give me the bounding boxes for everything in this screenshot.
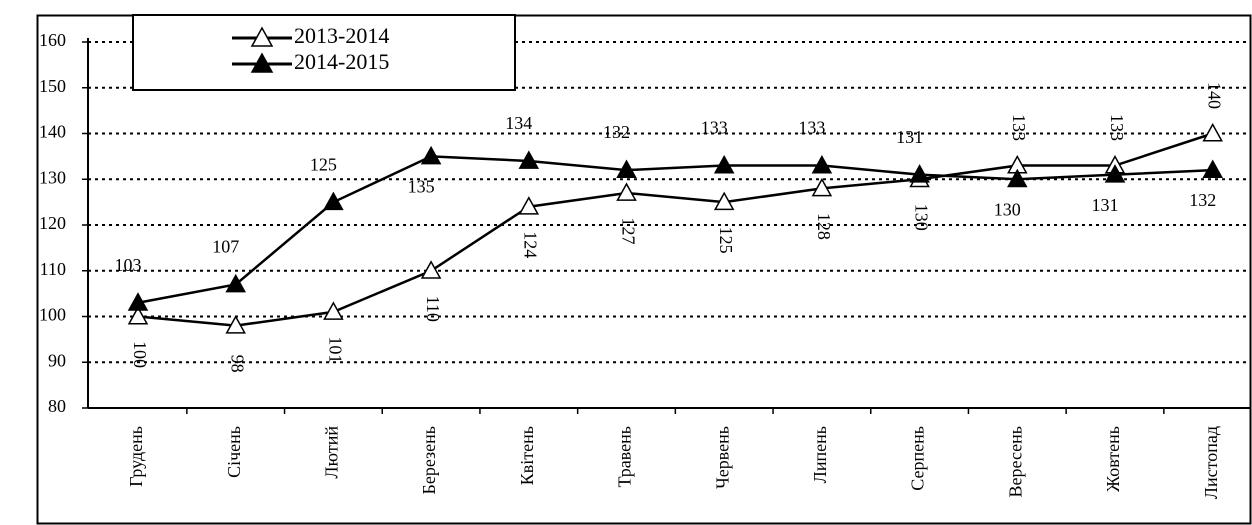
data-label: 124 [521,231,541,258]
marker [225,273,246,293]
data-label: 140 [1205,82,1225,109]
series-line [137,155,1213,305]
y-tick-label: 120 [39,213,66,233]
y-tick-label: 150 [39,76,66,96]
data-label: 101 [325,336,345,363]
legend-label: 2013-2014 [294,23,389,48]
marker [616,182,637,201]
y-tick-label: 90 [48,350,66,370]
y-tick-label: 80 [48,396,66,416]
y-tick-label: 100 [39,305,66,325]
marker [811,154,833,174]
chart-frame [36,14,1252,525]
y-tick-label: 160 [39,30,66,50]
data-label: 133 [1107,114,1127,141]
data-label: 110 [423,296,443,322]
legend-marker [250,52,274,73]
marker [811,177,833,197]
marker [518,196,540,215]
data-label: 133 [1009,114,1029,141]
series-line [137,132,1214,327]
x-tick-label: Березень [419,426,439,494]
data-label: 130 [911,204,931,231]
marker [713,154,735,174]
data-label: 125 [310,154,337,174]
marker [127,292,149,311]
marker [1007,168,1028,188]
x-tick-label: Травень [615,426,635,488]
x-tick-label: Грудень [126,426,146,487]
marker [1202,122,1223,142]
data-label: 135 [408,177,435,197]
y-tick-label: 130 [39,167,66,187]
marker [713,191,735,211]
marker [420,145,442,165]
data-label: 130 [994,199,1021,219]
legend-marker [250,26,274,47]
data-label: 131 [896,127,923,147]
x-tick-label: Липень [810,426,830,483]
data-label: 127 [618,217,638,244]
data-label: 132 [1189,190,1216,210]
data-label: 134 [505,113,532,133]
marker [518,150,540,169]
marker [420,260,442,279]
marker [323,191,344,211]
x-tick-label: Червень [712,426,732,489]
data-label: 133 [798,118,825,138]
legend-box [132,14,516,91]
data-label: 132 [603,122,630,142]
y-tick-label: 140 [39,122,66,142]
x-tick-label: Листопад [1201,426,1221,499]
marker [1104,164,1126,183]
x-tick-label: Вересень [1005,426,1025,497]
x-tick-label: Січень [224,426,244,478]
data-label: 107 [212,237,239,257]
marker [1202,159,1223,179]
x-tick-label: Квітень [517,426,537,485]
x-tick-label: Жовтень [1103,426,1123,492]
y-tick-label: 110 [40,259,66,279]
marker [909,164,930,183]
marker [616,159,637,179]
data-label: 103 [115,255,142,275]
marker [225,315,246,334]
legend-label: 2014-2015 [294,49,389,74]
data-label: 98 [228,355,248,373]
data-label: 131 [1092,195,1119,215]
marker [323,301,344,320]
data-label: 100 [130,341,150,368]
marker [127,305,149,325]
data-label: 125 [716,227,736,254]
x-tick-label: Серпень [908,426,928,491]
data-label: 128 [814,213,834,240]
x-tick-label: Лютий [322,426,342,479]
data-label: 133 [701,118,728,138]
